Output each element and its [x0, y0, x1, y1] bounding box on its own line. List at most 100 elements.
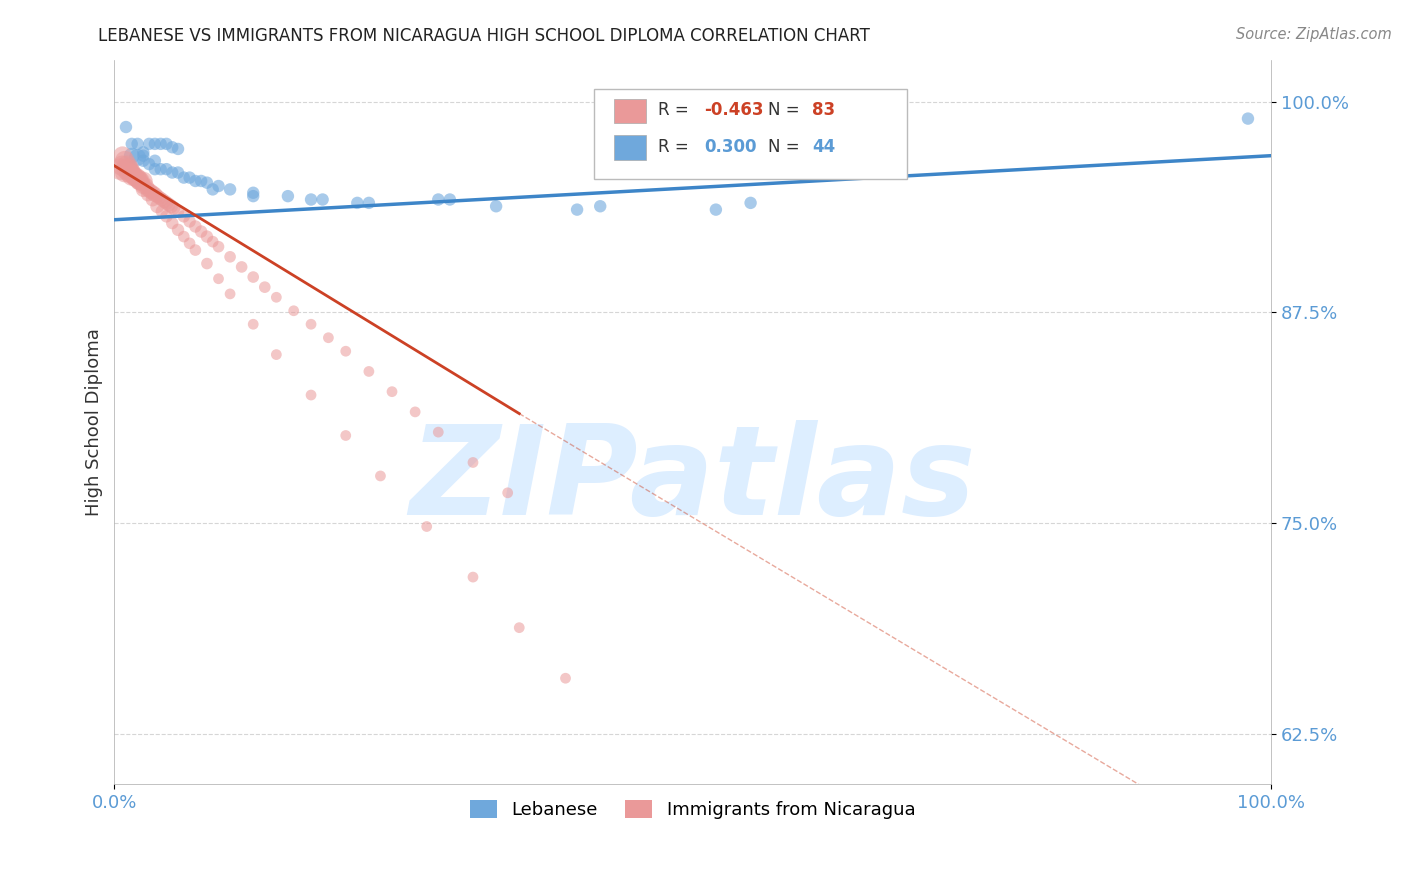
Bar: [614, 99, 647, 123]
Y-axis label: High School Diploma: High School Diploma: [86, 328, 103, 516]
Text: -0.463: -0.463: [704, 102, 763, 120]
Point: [155, 136, 177, 151]
Point: [253, 280, 276, 294]
Point: [127, 136, 149, 151]
Point: [565, 202, 588, 217]
Point: [335, 428, 357, 442]
Point: [184, 174, 207, 188]
Point: [114, 165, 136, 179]
Point: [143, 162, 166, 177]
Point: [173, 170, 195, 185]
Point: [128, 174, 150, 188]
Point: [461, 455, 484, 469]
Point: [138, 136, 160, 151]
Point: [149, 136, 172, 151]
Point: [554, 671, 576, 685]
Point: [173, 229, 195, 244]
Point: [167, 223, 190, 237]
Point: [219, 250, 242, 264]
Point: [148, 191, 170, 205]
Point: [155, 210, 177, 224]
Point: [190, 225, 212, 239]
Point: [485, 199, 508, 213]
Point: [129, 176, 152, 190]
Point: [155, 195, 177, 210]
Point: [357, 364, 380, 378]
Point: [122, 169, 145, 183]
Point: [266, 348, 288, 362]
Point: [132, 174, 155, 188]
Point: [132, 179, 155, 194]
Point: [242, 186, 264, 200]
Point: [121, 165, 143, 179]
Point: [121, 149, 143, 163]
Point: [118, 165, 141, 179]
FancyBboxPatch shape: [595, 88, 907, 179]
Point: [496, 485, 519, 500]
Point: [704, 202, 727, 217]
Text: N =: N =: [768, 137, 804, 155]
Point: [111, 159, 134, 173]
Point: [143, 153, 166, 168]
Point: [179, 236, 201, 251]
Point: [139, 184, 162, 198]
Point: [427, 425, 450, 439]
Point: [115, 162, 138, 177]
Text: 44: 44: [811, 137, 835, 155]
Point: [335, 344, 357, 359]
Point: [201, 235, 224, 249]
Point: [162, 165, 184, 179]
Point: [589, 199, 612, 213]
Point: [118, 165, 141, 179]
Point: [142, 186, 165, 200]
Point: [128, 172, 150, 186]
Point: [404, 405, 426, 419]
Point: [242, 270, 264, 285]
Point: [121, 169, 143, 183]
Point: [427, 193, 450, 207]
Text: Source: ZipAtlas.com: Source: ZipAtlas.com: [1236, 27, 1392, 42]
Point: [190, 174, 212, 188]
Point: [357, 195, 380, 210]
Point: [111, 149, 134, 163]
Point: [115, 159, 138, 173]
Point: [143, 136, 166, 151]
Point: [135, 179, 157, 194]
Point: [142, 193, 165, 207]
Point: [266, 290, 288, 304]
Point: [283, 303, 305, 318]
Point: [136, 187, 159, 202]
Point: [439, 193, 461, 207]
Point: [346, 195, 368, 210]
Point: [115, 120, 138, 134]
Point: [184, 219, 207, 234]
Point: [508, 621, 530, 635]
Point: [129, 174, 152, 188]
Point: [121, 136, 143, 151]
Point: [179, 170, 201, 185]
Point: [184, 243, 207, 257]
Point: [149, 162, 172, 177]
Point: [136, 182, 159, 196]
Point: [155, 162, 177, 177]
Point: [132, 182, 155, 196]
Point: [415, 519, 437, 533]
Point: [219, 286, 242, 301]
Point: [207, 179, 229, 194]
Point: [173, 210, 195, 224]
Point: [167, 165, 190, 179]
Point: [195, 256, 218, 270]
Point: [219, 182, 242, 196]
Point: [132, 145, 155, 160]
Point: [114, 153, 136, 168]
Point: [125, 170, 148, 185]
Point: [179, 214, 201, 228]
Text: N =: N =: [768, 102, 804, 120]
Point: [370, 469, 392, 483]
Point: [127, 150, 149, 164]
Text: 83: 83: [811, 102, 835, 120]
Point: [167, 204, 190, 219]
Point: [207, 240, 229, 254]
Point: [201, 182, 224, 196]
Point: [146, 199, 169, 213]
